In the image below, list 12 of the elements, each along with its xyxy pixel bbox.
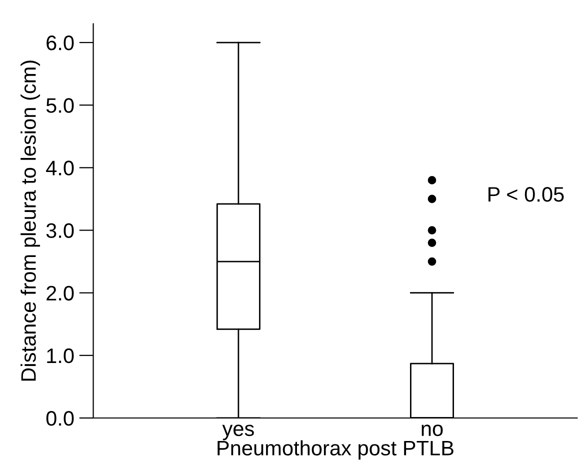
y-axis-title: Distance from pleura to lesion (cm)	[20, 60, 40, 381]
y-tick-label: 3.0	[46, 223, 74, 238]
x-tick-label: yes	[222, 424, 254, 440]
y-tick-label: 2.0	[46, 286, 74, 301]
y-tick-label: 1.0	[47, 348, 74, 364]
x-axis-title: Pneumothorax post PTLB	[218, 440, 454, 460]
y-tick-label: 5.0	[46, 98, 74, 113]
y-tick-label: 0.0	[46, 411, 74, 426]
y-tick-label: 6.0	[46, 36, 74, 50]
x-tick-label: no	[422, 424, 443, 436]
annotation: P < 0.05	[488, 187, 564, 202]
y-tick-label: 4.0	[46, 160, 74, 176]
